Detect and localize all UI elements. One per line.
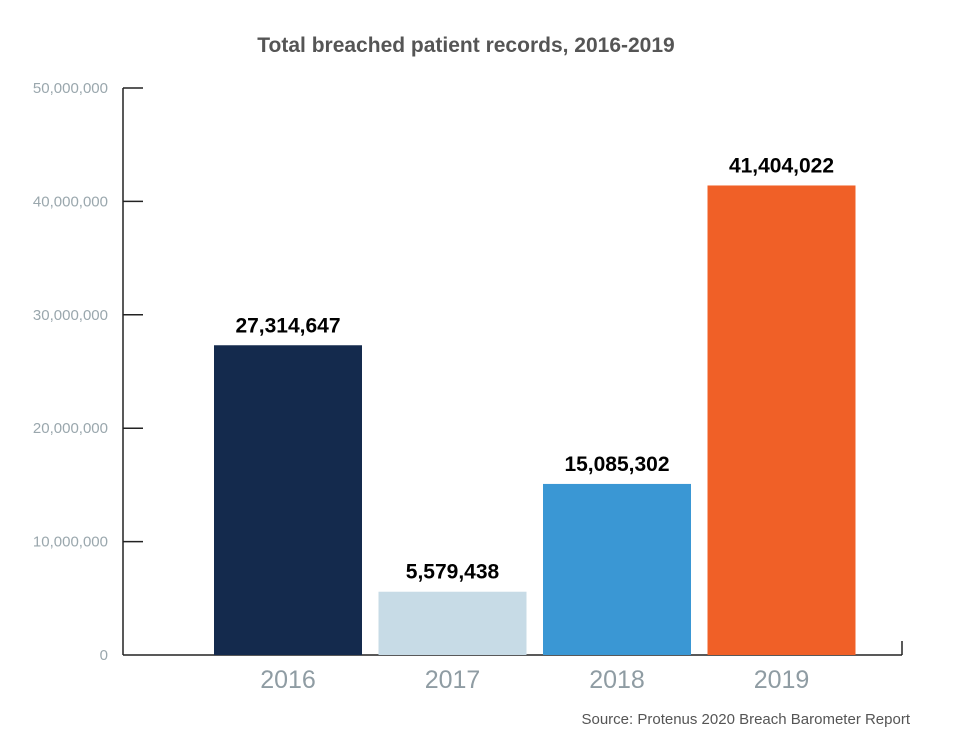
chart-title: Total breached patient records, 2016-201… (257, 34, 674, 57)
y-tick-label: 30,000,000 (33, 307, 108, 324)
y-tick-label: 40,000,000 (33, 193, 108, 210)
y-tick-label: 50,000,000 (33, 80, 108, 97)
data-labels: 27,314,647 5,579,438 15,085,302 41,404,022 (235, 154, 834, 583)
x-tick-label: 2019 (754, 666, 810, 694)
bar-2019 (707, 185, 856, 655)
y-tick-label: 0 (100, 647, 108, 664)
y-axis-ticks: 0 10,000,000 20,000,000 30,000,000 40,000,00… (33, 80, 143, 664)
data-label-2016: 27,314,647 (235, 314, 340, 337)
source-note: Source: Protenus 2020 Breach Barometer R… (581, 711, 910, 728)
x-tick-label: 2016 (260, 666, 316, 694)
y-tick-label: 20,000,000 (33, 420, 108, 437)
bars (214, 185, 856, 655)
x-axis-ticks: 2016 2017 2018 2019 (260, 666, 809, 694)
bar-2016 (214, 345, 362, 655)
data-label-2017: 5,579,438 (406, 561, 500, 584)
data-label-2019: 41,404,022 (729, 154, 834, 177)
bar-2017 (378, 591, 527, 655)
y-tick-label: 10,000,000 (33, 534, 108, 551)
data-label-2018: 15,085,302 (564, 453, 669, 476)
x-tick-label: 2017 (425, 666, 481, 694)
bar-2018 (543, 483, 691, 655)
x-tick-label: 2018 (589, 666, 645, 694)
